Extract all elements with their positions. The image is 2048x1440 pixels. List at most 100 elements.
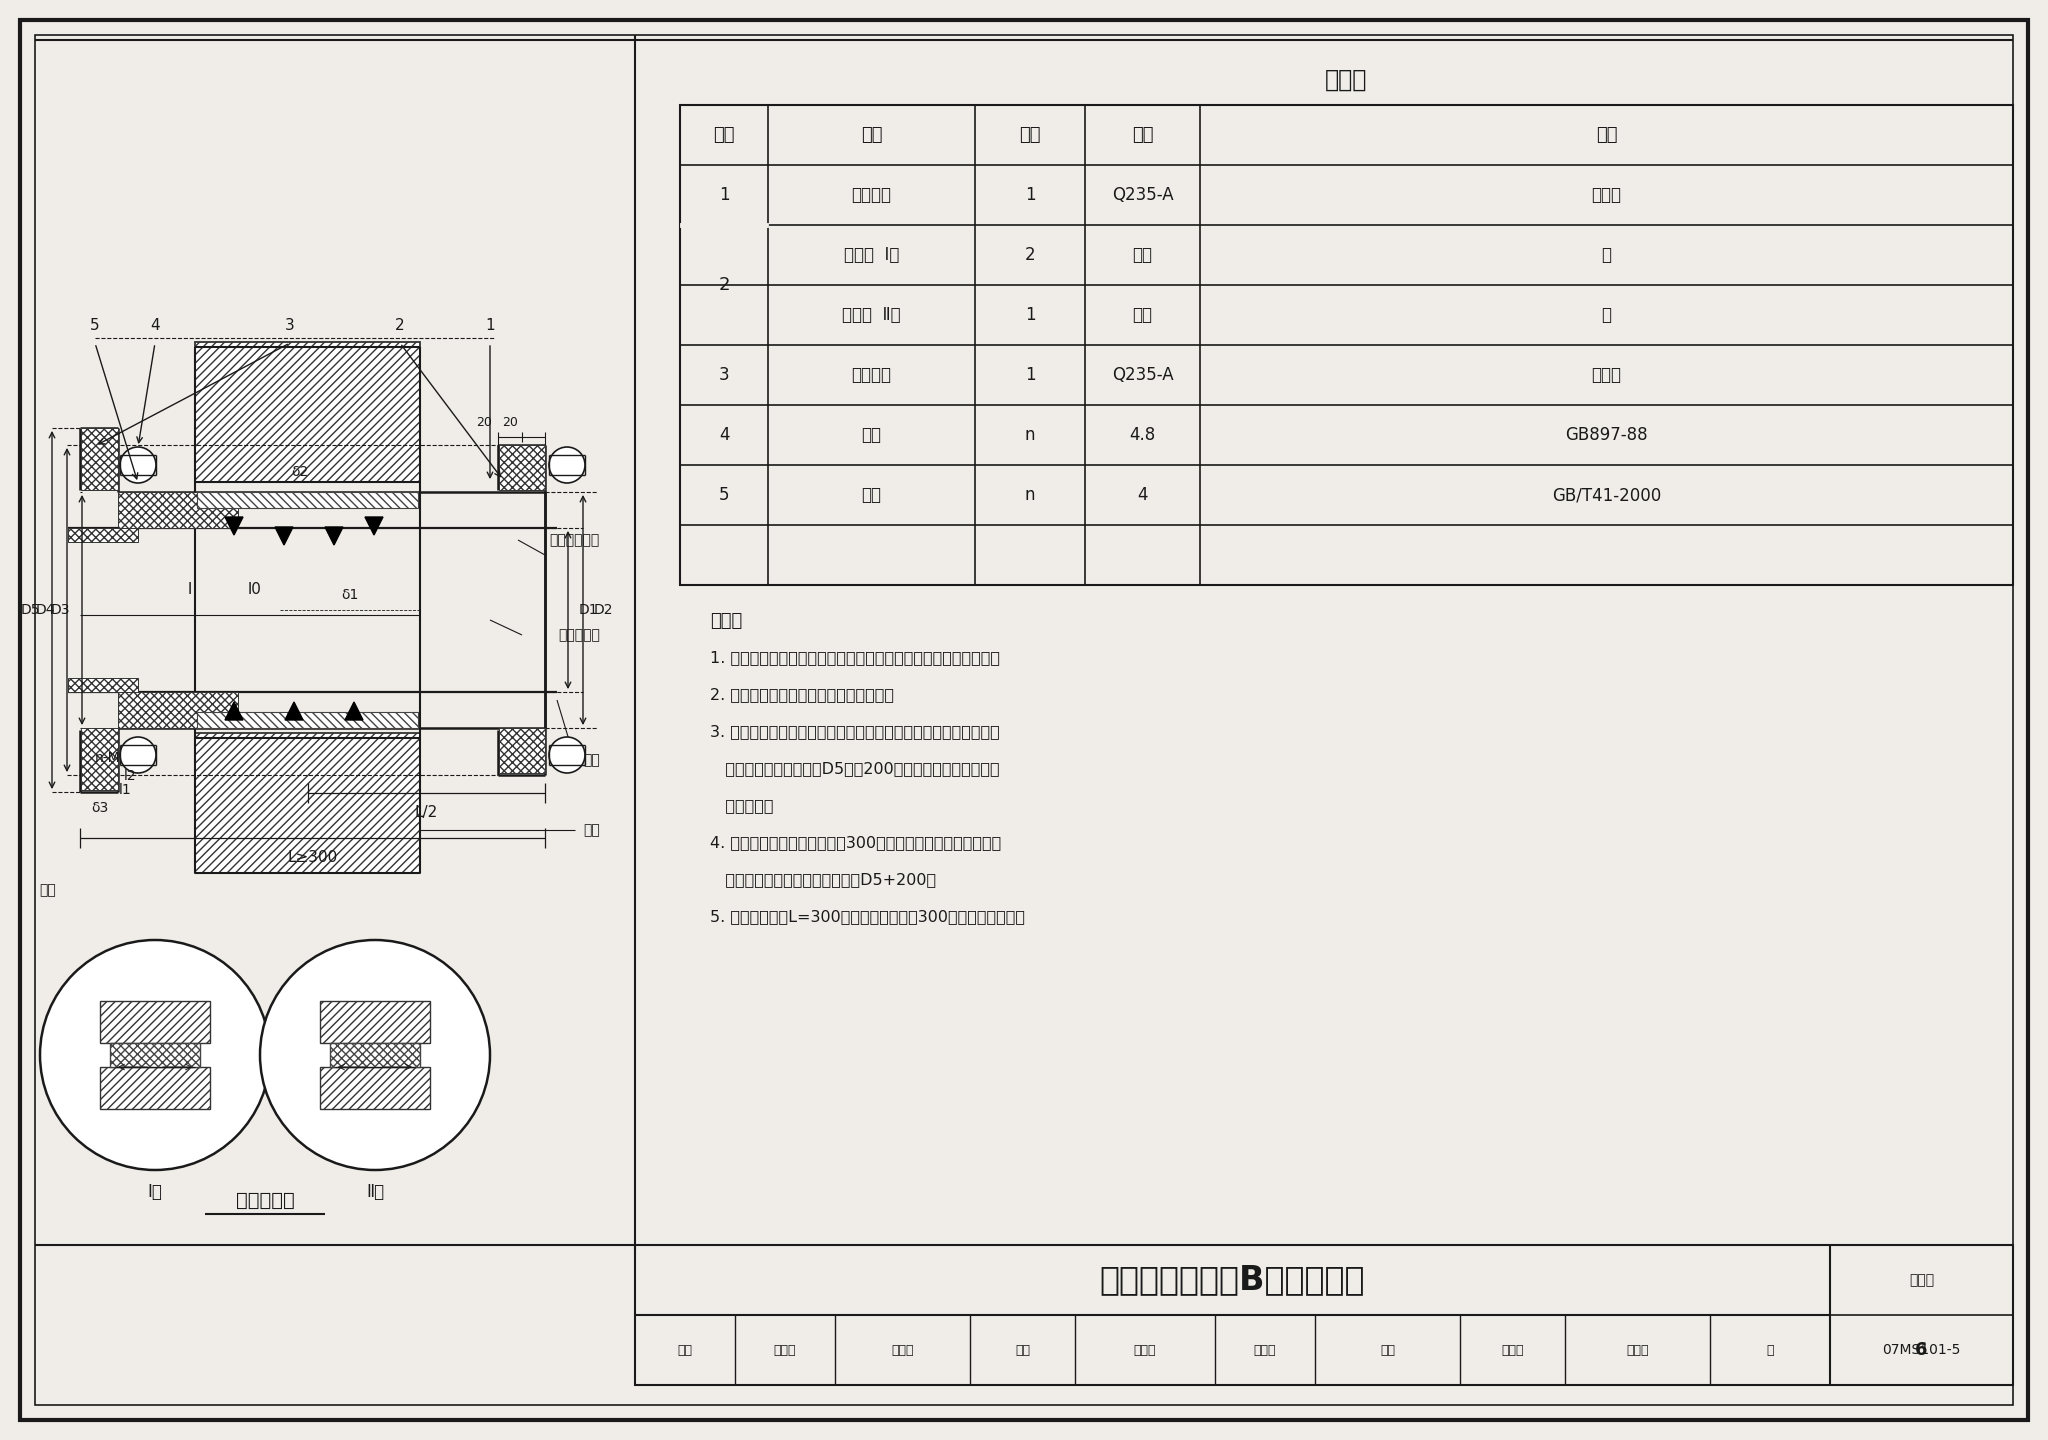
- Polygon shape: [326, 527, 342, 544]
- Polygon shape: [365, 517, 383, 536]
- Text: 边加厚。加厚部分的直径至少为D5+200。: 边加厚。加厚部分的直径至少为D5+200。: [711, 873, 936, 887]
- Bar: [635, 1246, 2013, 1385]
- Text: 1: 1: [485, 317, 496, 333]
- Bar: [197, 492, 418, 508]
- Text: 图集号: 图集号: [1909, 1273, 1933, 1287]
- Bar: [500, 729, 545, 773]
- Circle shape: [41, 940, 270, 1169]
- Text: Q235-A: Q235-A: [1112, 366, 1174, 384]
- Text: 设计: 设计: [1380, 1344, 1395, 1356]
- Text: Ⅰ型: Ⅰ型: [147, 1184, 162, 1201]
- Circle shape: [549, 446, 586, 482]
- Circle shape: [549, 737, 586, 773]
- Circle shape: [260, 940, 489, 1169]
- Text: 3: 3: [285, 317, 295, 333]
- Text: 焊接件: 焊接件: [1591, 366, 1622, 384]
- Text: n: n: [1024, 426, 1034, 444]
- Text: 密封圈结构: 密封圈结构: [236, 1191, 295, 1210]
- Text: 欧阳容: 欧阳容: [1501, 1344, 1524, 1356]
- Text: 密封圈  Ⅰ型: 密封圈 Ⅰ型: [844, 246, 899, 264]
- Text: 4. 穿管处混凝土墙厚应不小于300，否则应使墙壁一边加厚或两: 4. 穿管处混凝土墙厚应不小于300，否则应使墙壁一边加厚或两: [711, 835, 1001, 851]
- Text: 钢管: 钢管: [584, 753, 600, 768]
- Text: 2. 密封膏：聚硫密封膏、聚胺酯密封膏。: 2. 密封膏：聚硫密封膏、聚胺酯密封膏。: [711, 687, 895, 703]
- Text: 柔性填缝材料: 柔性填缝材料: [549, 533, 600, 547]
- Text: 柔性防水套管（B型）安装图: 柔性防水套管（B型）安装图: [1100, 1263, 1366, 1296]
- Text: 外墙: 外墙: [584, 824, 600, 837]
- Text: δ1: δ1: [342, 588, 358, 602]
- Text: 材料表: 材料表: [1325, 68, 1368, 92]
- Bar: [111, 1043, 201, 1067]
- Text: 07MS101-5: 07MS101-5: [1882, 1344, 1960, 1356]
- Text: GB/T41-2000: GB/T41-2000: [1552, 487, 1661, 504]
- Text: D5: D5: [20, 603, 39, 616]
- Text: 2: 2: [395, 317, 406, 333]
- Bar: [319, 1001, 430, 1043]
- Text: 4: 4: [719, 426, 729, 444]
- Text: l0: l0: [248, 583, 262, 598]
- Text: n: n: [1024, 487, 1034, 504]
- Bar: [119, 492, 238, 528]
- Bar: [100, 1067, 211, 1109]
- Bar: [680, 105, 2013, 585]
- Text: 数量: 数量: [1020, 125, 1040, 144]
- Polygon shape: [225, 517, 244, 536]
- Text: Ⅱ型: Ⅱ型: [367, 1184, 385, 1201]
- Text: 林海燕: 林海燕: [774, 1344, 797, 1356]
- Text: D1: D1: [578, 603, 598, 616]
- Text: 4: 4: [1137, 487, 1147, 504]
- Text: Q235-A: Q235-A: [1112, 186, 1174, 204]
- Bar: [68, 528, 137, 541]
- Bar: [82, 729, 119, 791]
- Text: 5: 5: [719, 487, 729, 504]
- Text: 刘介容: 刘介容: [1626, 1344, 1649, 1356]
- Bar: [197, 711, 418, 729]
- Text: L/2: L/2: [414, 805, 438, 821]
- Text: 材料: 材料: [1133, 125, 1153, 144]
- Polygon shape: [225, 701, 244, 720]
- Text: l: l: [188, 583, 193, 598]
- Text: 4: 4: [150, 317, 160, 333]
- Polygon shape: [274, 527, 293, 544]
- Text: 令含明: 令含明: [1253, 1344, 1276, 1356]
- Bar: [500, 445, 545, 490]
- Text: 20: 20: [475, 416, 492, 429]
- Polygon shape: [285, 701, 303, 720]
- Bar: [100, 1001, 211, 1043]
- Text: 审核: 审核: [678, 1344, 692, 1356]
- Text: L≥300: L≥300: [287, 851, 338, 865]
- Text: 5. 套管的重量以L=300计算，如墙厚大于300时，应另行计算。: 5. 套管的重量以L=300计算，如墙厚大于300时，应另行计算。: [711, 910, 1024, 924]
- Text: 密封膏嵌缝: 密封膏嵌缝: [559, 628, 600, 642]
- Text: 页: 页: [1765, 1344, 1774, 1356]
- Bar: [82, 428, 119, 490]
- Text: 1: 1: [1024, 186, 1036, 204]
- Bar: [319, 1067, 430, 1109]
- Text: GB897-88: GB897-88: [1565, 426, 1649, 444]
- Polygon shape: [344, 701, 362, 720]
- Text: 1: 1: [1024, 307, 1036, 324]
- Text: 内侧: 内侧: [39, 883, 57, 897]
- Text: D2: D2: [594, 603, 612, 616]
- Bar: [195, 341, 420, 482]
- Text: δ3: δ3: [92, 801, 109, 815]
- Text: 橡胶: 橡胶: [1133, 307, 1153, 324]
- Text: 3. 套管穿墙处如遇非混凝土墙壁时，应局部改用混凝土墙壁，其浇: 3. 套管穿墙处如遇非混凝土墙壁时，应局部改用混凝土墙壁，其浇: [711, 724, 999, 740]
- Text: 1. 柔性填料材料：沥青麻丝、聚苯乙烯板、聚氯乙烯泡沫塑料板。: 1. 柔性填料材料：沥青麻丝、聚苯乙烯板、聚氯乙烯泡沫塑料板。: [711, 651, 999, 665]
- Text: 备注: 备注: [1595, 125, 1618, 144]
- Text: 密封圈  Ⅱ型: 密封圈 Ⅱ型: [842, 307, 901, 324]
- Text: l0: l0: [150, 1047, 160, 1060]
- Text: D3: D3: [51, 603, 70, 616]
- Text: 4.8: 4.8: [1128, 426, 1155, 444]
- Text: 陈春明: 陈春明: [1135, 1344, 1157, 1356]
- Text: l1: l1: [119, 783, 131, 796]
- Bar: [119, 693, 238, 729]
- Text: D4: D4: [35, 603, 55, 616]
- Text: －: －: [1602, 246, 1612, 264]
- Text: 法兰压盖: 法兰压盖: [852, 366, 891, 384]
- Text: 名称: 名称: [860, 125, 883, 144]
- Text: n-M: n-M: [94, 752, 121, 765]
- Text: 20: 20: [502, 416, 518, 429]
- Text: l2: l2: [123, 769, 137, 783]
- Text: 序号: 序号: [713, 125, 735, 144]
- Text: 化海燕: 化海燕: [891, 1344, 913, 1356]
- Text: －: －: [1602, 307, 1612, 324]
